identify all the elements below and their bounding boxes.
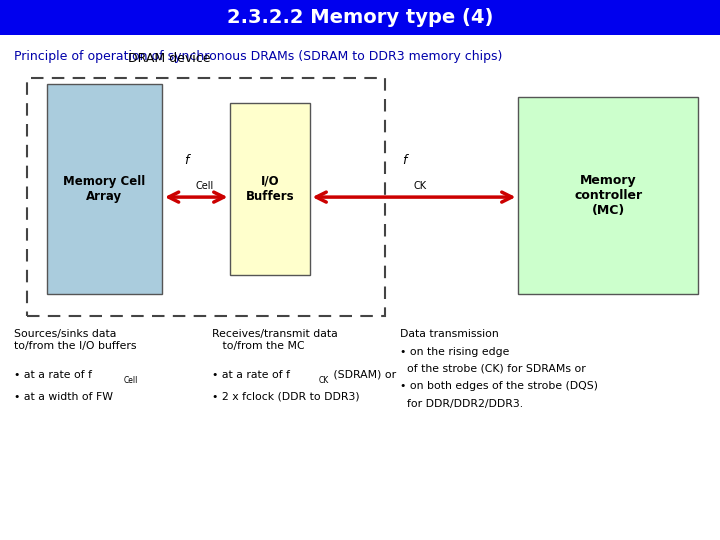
Text: DRAM device: DRAM device	[128, 52, 210, 65]
Text: • on both edges of the strobe (DQS): • on both edges of the strobe (DQS)	[400, 381, 598, 391]
Text: CK: CK	[319, 376, 329, 386]
Bar	[27, 78, 385, 316]
Text: (SDRAM) or: (SDRAM) or	[330, 370, 396, 380]
Text: Sources/sinks data
to/from the I/O buffers: Sources/sinks data to/from the I/O buffe…	[14, 329, 137, 351]
Text: • at a width of FW: • at a width of FW	[14, 392, 114, 402]
Bar	[230, 103, 310, 275]
Text: CK: CK	[414, 181, 427, 191]
Text: f: f	[402, 154, 407, 167]
Text: • 2 x fclock (DDR to DDR3): • 2 x fclock (DDR to DDR3)	[212, 392, 360, 402]
Text: Memory Cell
Array: Memory Cell Array	[63, 175, 145, 203]
Text: I/O
Buffers: I/O Buffers	[246, 175, 294, 203]
Text: f: f	[184, 154, 189, 167]
Bar	[47, 84, 162, 294]
Text: Data transmission: Data transmission	[400, 329, 498, 340]
Text: Principle of operation of synchronous DRAMs (SDRAM to DDR3 memory chips): Principle of operation of synchronous DR…	[14, 50, 503, 63]
Bar	[0, 0, 720, 35]
Text: Cell: Cell	[196, 181, 214, 191]
Text: • at a rate of f: • at a rate of f	[212, 370, 290, 380]
Text: 2.3.2.2 Memory type (4): 2.3.2.2 Memory type (4)	[227, 8, 493, 27]
Text: • on the rising edge: • on the rising edge	[400, 347, 509, 357]
Text: for DDR/DDR2/DDR3.: for DDR/DDR2/DDR3.	[400, 399, 523, 409]
Text: • at a rate of f: • at a rate of f	[14, 370, 92, 380]
Text: Cell: Cell	[124, 376, 138, 386]
Bar	[518, 97, 698, 294]
Text: Receives/transmit data
   to/from the MC: Receives/transmit data to/from the MC	[212, 329, 338, 351]
Text: Memory
controller
(MC): Memory controller (MC)	[575, 174, 642, 217]
Text: of the strobe (CK) for SDRAMs or: of the strobe (CK) for SDRAMs or	[400, 364, 585, 374]
